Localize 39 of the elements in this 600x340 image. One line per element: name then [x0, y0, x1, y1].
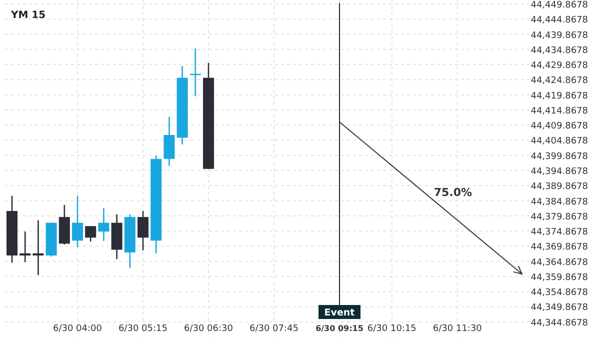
candlestick	[32, 220, 44, 276]
y-tick-label: 44,404.8678	[530, 136, 588, 147]
candlestick	[85, 225, 96, 242]
ref-line-label: Event	[324, 308, 356, 318]
x-tick-label: 6/30 04:00	[52, 324, 102, 334]
y-tick-label: 44,409.8678	[530, 122, 588, 132]
x-tick-label: 6/30 09:15	[316, 324, 364, 333]
x-tick-label: 6/30 05:15	[118, 324, 168, 334]
candlestick	[98, 207, 110, 242]
x-tick-label: 6/30 06:30	[184, 324, 234, 334]
y-tick-label: 44,389.8678	[530, 182, 588, 192]
y-tick-label: 44,419.8678	[530, 91, 588, 102]
y-tick-label: 44,439.8678	[530, 30, 588, 41]
y-tick-label: 44,399.8678	[530, 152, 588, 162]
y-tick-label: 44,444.8678	[530, 16, 588, 26]
candlestick	[138, 210, 148, 251]
y-tick-label: 44,354.8678	[530, 288, 588, 298]
y-tick-label: 44,384.8678	[530, 197, 588, 208]
y-tick-label: 44,364.8678	[530, 258, 588, 268]
y-tick-label: 44,349.8678	[530, 303, 588, 314]
y-tick-label: 44,429.8678	[530, 61, 588, 72]
x-tick-label: 6/30 11:30	[432, 324, 482, 334]
annotation: 75.0%	[434, 186, 472, 199]
y-tick-label: 44,379.8678	[530, 212, 588, 222]
candlestick	[164, 116, 175, 167]
text: YM 15	[10, 10, 46, 21]
y-tick-label: 44,374.8678	[530, 228, 588, 238]
candlestick	[20, 230, 31, 263]
y-tick-label: 44,344.8678	[530, 318, 588, 328]
y-tick-label: 44,414.8678	[530, 106, 588, 116]
candlestick	[72, 195, 83, 248]
y-tick-label: 44,394.8678	[530, 167, 588, 178]
y-tick-label: 44,424.8678	[530, 76, 588, 86]
x-tick-label: 6/30 10:15	[367, 324, 416, 334]
y-tick-label: 44,359.8678	[530, 272, 588, 283]
x-tick-label: 6/30 07:45	[249, 324, 299, 334]
y-tick-label: 44,434.8678	[530, 46, 588, 56]
y-tick-label: 44,449.8678	[530, 0, 588, 11]
y-tick-label: 44,369.8678	[530, 242, 588, 253]
